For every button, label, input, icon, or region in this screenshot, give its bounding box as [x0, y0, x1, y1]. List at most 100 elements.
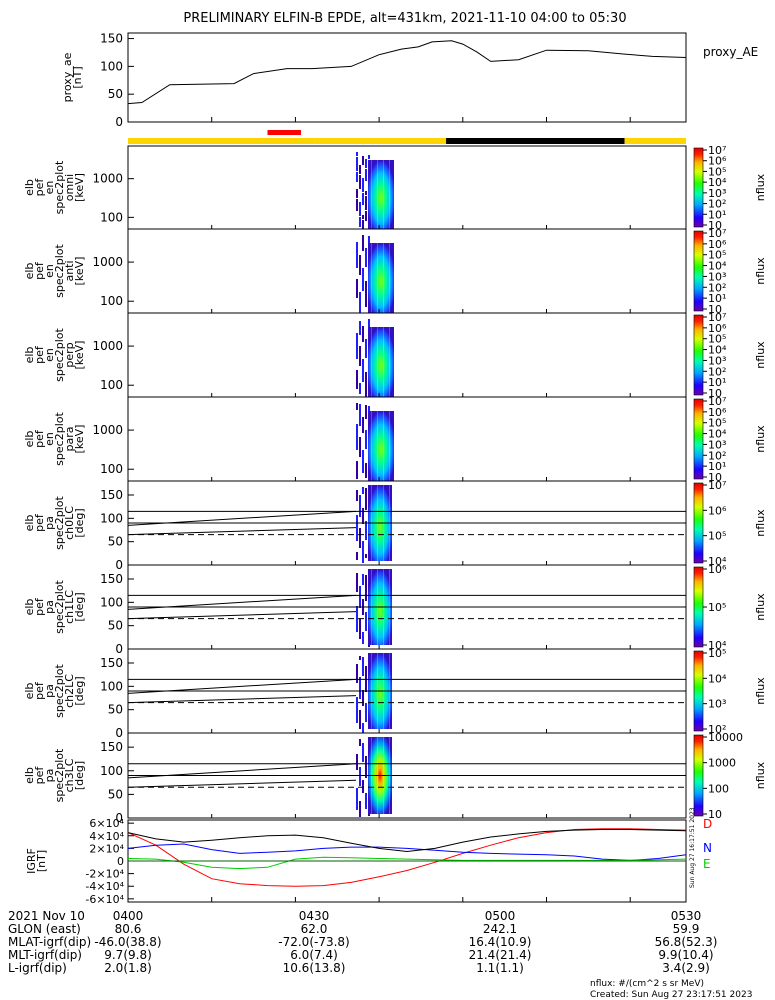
ylabel-line: IGRF [25, 848, 38, 874]
colorbar-tick-label: 10⁴ [708, 555, 727, 568]
scatter-pixel [356, 279, 358, 286]
scatter-pixel [359, 710, 361, 717]
colorbar-tick-label: 10⁷ [708, 227, 726, 240]
scatter-pixel [359, 408, 361, 415]
scatter-pixel [365, 583, 367, 590]
scatter-pixel [368, 406, 370, 413]
y-tick-label: 150 [100, 488, 123, 502]
scatter-pixel [365, 666, 367, 670]
colorbar-label: nflux [754, 257, 767, 285]
rising-loss-cone-line [127, 594, 357, 610]
scatter-pixel [362, 549, 364, 553]
colorbar-tick-label: 10 [708, 387, 722, 400]
scatter-pixel [368, 236, 370, 243]
flux-streak [377, 243, 378, 313]
colorbar-tick-label: 10⁷ [708, 311, 726, 324]
scatter-pixel [362, 247, 364, 251]
ylabel-line: elb [23, 179, 36, 196]
scatter-pixel [365, 405, 367, 409]
colorbar-tick-label: 10⁵ [708, 601, 726, 614]
colorbar-tick-label: 10¹ [708, 460, 726, 473]
panel-background [128, 313, 686, 397]
y-tick-label: 150 [100, 572, 123, 586]
ephem-date: 2021 Nov 10 [8, 909, 85, 923]
scatter-pixel [365, 463, 367, 467]
igrf-line [127, 829, 687, 853]
scatter-pixel [365, 674, 367, 681]
colorbar-tick-label: 10⁷ [708, 144, 726, 157]
scatter-pixel [356, 494, 358, 501]
ylabel-line: elb [23, 599, 36, 616]
ylabel-line: pef [33, 513, 46, 532]
scatter-pixel [362, 520, 364, 524]
spectrogram-panels: 1001000elbpefenspec2plotomni[keV]1010¹10… [23, 144, 767, 825]
ephem-cell: -46.0(38.8) [94, 935, 161, 949]
scatter-pixel [359, 300, 361, 304]
colorbar-tick-label: 10000 [708, 731, 743, 744]
scatter-pixel [365, 715, 367, 722]
scatter-pixel [359, 532, 361, 536]
status-segment [128, 138, 315, 144]
scatter-pixel [356, 341, 358, 348]
y-tick-label: 100 [100, 764, 123, 778]
ylabel-line: para [63, 427, 76, 452]
ephem-cell: 80.6 [115, 922, 142, 936]
scatter-pixel [356, 577, 358, 581]
rising-loss-cone-line [127, 779, 357, 788]
rising-loss-cone-line [127, 695, 357, 704]
scatter-pixel [356, 189, 358, 196]
ylabel-line: elb [23, 431, 36, 448]
ephem-cell: 242.1 [483, 922, 517, 936]
scatter-pixel [359, 259, 361, 263]
scatter-pixel [362, 749, 364, 753]
scatter-pixel [356, 797, 358, 801]
scatter-pixel [356, 552, 358, 559]
scatter-pixel [356, 606, 358, 610]
ylabel-line: ch3LC [63, 758, 76, 792]
y-tick-label: 0 [115, 811, 123, 825]
scatter-pixel [365, 297, 367, 307]
panel-spec_anti: 1001000elbpefenspec2plotanti[keV]1010¹10… [23, 227, 767, 316]
scatter-pixel [368, 319, 370, 323]
scatter-pixel [362, 425, 364, 432]
ylabel-line: pa [43, 600, 56, 614]
ylabel-line: elb [23, 347, 36, 364]
colorbar-label: nflux [754, 425, 767, 453]
scatter-pixel [356, 465, 358, 469]
ylabel-line: [deg] [73, 761, 86, 790]
igrf-series-label: N [703, 841, 712, 855]
flux-streak [383, 243, 384, 313]
y-tick-label: 100 [100, 378, 123, 392]
scatter-pixel [365, 678, 367, 682]
ephem-cell: 59.9 [673, 922, 700, 936]
ylabel-line: elb [23, 767, 36, 784]
flux-streak [371, 327, 372, 397]
ephem-cell: 16.4(10.9) [469, 935, 532, 949]
scatter-pixel [365, 442, 367, 449]
scatter-pixel [356, 556, 358, 560]
colorbar-tick-label: 10⁶ [708, 563, 727, 576]
scatter-pixel [359, 681, 361, 688]
y-tick-label: 150 [100, 740, 123, 754]
colorbar-tick-label: 10² [708, 281, 726, 294]
y-tick-label: 50 [108, 787, 123, 801]
scatter-pixel [356, 461, 358, 468]
scatter-pixel [365, 191, 367, 195]
scatter-pixel [359, 362, 361, 366]
scatter-pixel [356, 370, 358, 377]
scatter-pixel [356, 194, 358, 198]
colorbar-tick-label: 10⁵ [708, 530, 726, 543]
scatter-pixel [362, 466, 364, 473]
colorbar-tick-label: 10⁴ [708, 672, 727, 685]
scatter-pixel [365, 612, 367, 619]
scatter-pixel [362, 487, 364, 494]
scatter-pixel [359, 267, 361, 274]
ylabel-line: proxy_ae [61, 52, 74, 102]
panel-background [128, 229, 686, 313]
y-tick-label: 50 [108, 619, 123, 633]
ylabel-line: pef [33, 766, 46, 785]
ylabel-line: spec2plot [53, 664, 66, 718]
scatter-pixel [359, 507, 361, 517]
